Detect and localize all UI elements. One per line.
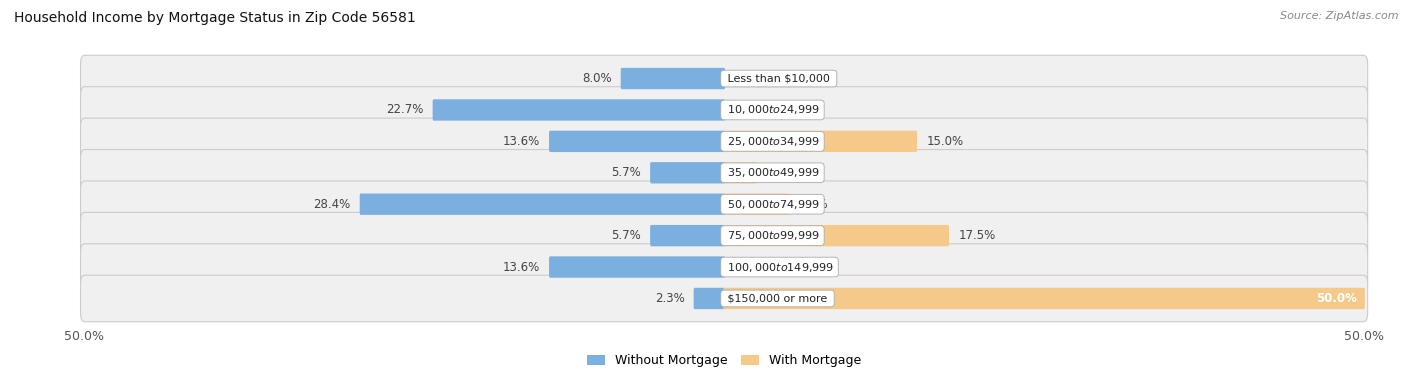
Text: 2.5%: 2.5% bbox=[766, 166, 796, 179]
FancyBboxPatch shape bbox=[433, 99, 725, 121]
Text: $35,000 to $49,999: $35,000 to $49,999 bbox=[724, 166, 821, 179]
Text: 5.0%: 5.0% bbox=[799, 198, 828, 211]
Text: 0.0%: 0.0% bbox=[744, 103, 773, 116]
Text: 5.7%: 5.7% bbox=[612, 229, 641, 242]
FancyBboxPatch shape bbox=[80, 87, 1368, 133]
Text: Less than $10,000: Less than $10,000 bbox=[724, 74, 834, 84]
Text: $75,000 to $99,999: $75,000 to $99,999 bbox=[724, 229, 821, 242]
FancyBboxPatch shape bbox=[550, 256, 725, 278]
FancyBboxPatch shape bbox=[650, 162, 725, 184]
Text: $10,000 to $24,999: $10,000 to $24,999 bbox=[724, 103, 821, 116]
FancyBboxPatch shape bbox=[80, 150, 1368, 196]
Text: 0.0%: 0.0% bbox=[744, 72, 773, 85]
FancyBboxPatch shape bbox=[80, 275, 1368, 322]
Text: $100,000 to $149,999: $100,000 to $149,999 bbox=[724, 261, 835, 274]
Text: $25,000 to $34,999: $25,000 to $34,999 bbox=[724, 135, 821, 148]
FancyBboxPatch shape bbox=[80, 55, 1368, 102]
FancyBboxPatch shape bbox=[723, 162, 756, 184]
Text: Household Income by Mortgage Status in Zip Code 56581: Household Income by Mortgage Status in Z… bbox=[14, 11, 416, 25]
FancyBboxPatch shape bbox=[620, 68, 725, 89]
Text: 8.0%: 8.0% bbox=[582, 72, 612, 85]
Text: 13.6%: 13.6% bbox=[502, 135, 540, 148]
FancyBboxPatch shape bbox=[80, 181, 1368, 227]
FancyBboxPatch shape bbox=[693, 288, 725, 309]
FancyBboxPatch shape bbox=[80, 244, 1368, 290]
FancyBboxPatch shape bbox=[550, 131, 725, 152]
FancyBboxPatch shape bbox=[723, 288, 1365, 309]
Text: 5.7%: 5.7% bbox=[612, 166, 641, 179]
Text: 0.0%: 0.0% bbox=[744, 261, 773, 274]
FancyBboxPatch shape bbox=[723, 225, 949, 246]
FancyBboxPatch shape bbox=[80, 212, 1368, 259]
FancyBboxPatch shape bbox=[723, 131, 917, 152]
Text: $150,000 or more: $150,000 or more bbox=[724, 293, 831, 303]
Text: 22.7%: 22.7% bbox=[387, 103, 423, 116]
FancyBboxPatch shape bbox=[360, 193, 725, 215]
FancyBboxPatch shape bbox=[723, 193, 789, 215]
Text: 15.0%: 15.0% bbox=[927, 135, 963, 148]
Text: $50,000 to $74,999: $50,000 to $74,999 bbox=[724, 198, 821, 211]
Text: 28.4%: 28.4% bbox=[314, 198, 350, 211]
Text: Source: ZipAtlas.com: Source: ZipAtlas.com bbox=[1281, 11, 1399, 21]
Text: 17.5%: 17.5% bbox=[959, 229, 995, 242]
FancyBboxPatch shape bbox=[650, 225, 725, 246]
Text: 2.3%: 2.3% bbox=[655, 292, 685, 305]
Text: 50.0%: 50.0% bbox=[1316, 292, 1357, 305]
Text: 13.6%: 13.6% bbox=[502, 261, 540, 274]
FancyBboxPatch shape bbox=[80, 118, 1368, 165]
Legend: Without Mortgage, With Mortgage: Without Mortgage, With Mortgage bbox=[582, 349, 866, 372]
